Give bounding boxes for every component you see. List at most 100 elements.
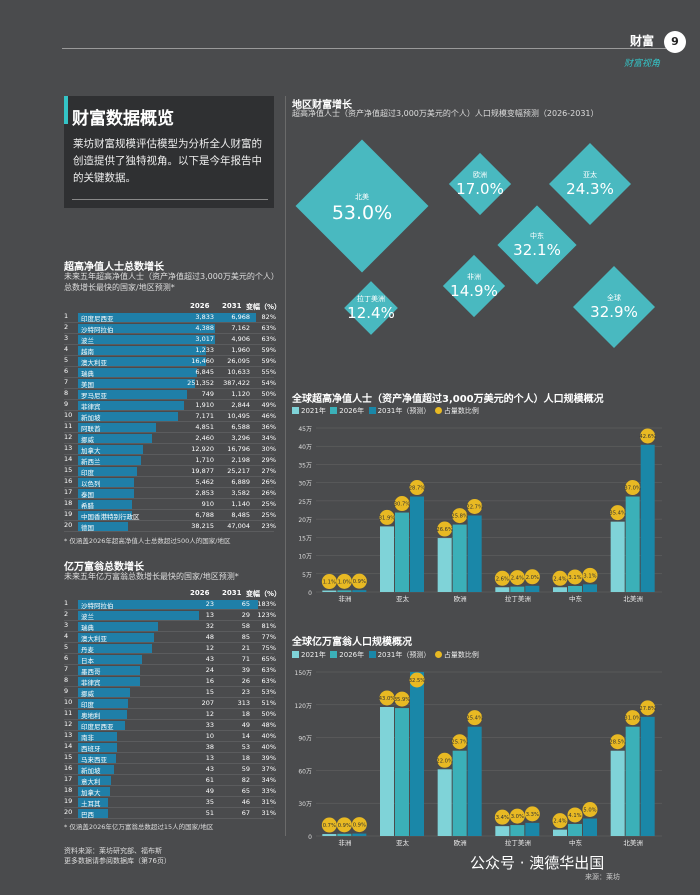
value-2026: 23 (205, 600, 214, 608)
share-label: 3.1% (583, 573, 596, 579)
value-2026: 51 (205, 809, 214, 817)
rank: 5 (64, 643, 69, 651)
table-row: 2 沙特阿拉伯 4,388 7,162 63% (64, 323, 276, 334)
bar-2021年 (380, 526, 394, 592)
rank: 2 (64, 610, 69, 618)
table-row: 5 澳大利亚 16,460 26,095 59% (64, 356, 276, 367)
table-row: 13 南非 10 14 40% (64, 731, 276, 742)
row-divider (64, 730, 274, 731)
billion-chart-title: 全球亿万富翁人口规模概况 (292, 637, 412, 648)
table-row: 1 印度尼西亚 3,833 6,968 82% (64, 312, 276, 323)
y-tick-label: 30万 (298, 481, 312, 488)
share-label: 2.4% (511, 576, 524, 582)
value-2031: 18 (241, 710, 250, 718)
row-divider (64, 366, 274, 367)
share-dot (452, 508, 468, 524)
table-row: 15 印度 19,877 25,217 27% (64, 466, 276, 477)
country-name: 中国香港特别行政区 (81, 513, 140, 521)
share-label: 25.7% (451, 740, 468, 746)
row-divider (64, 421, 274, 422)
share-label: 1.1% (323, 580, 336, 586)
billion-col-2031: 2031 (222, 589, 242, 597)
change-bar (78, 710, 127, 719)
share-label: 31.9% (379, 515, 396, 521)
table-row: 11 阿联酋 4,851 6,588 36% (64, 422, 276, 433)
table-row: 14 新西兰 1,710 2,198 29% (64, 455, 276, 466)
bar-2021年 (553, 829, 567, 836)
legend-swatch-2031 (368, 651, 376, 658)
uhnwi-col-2031: 2031 (222, 302, 242, 310)
table-row: 17 意大利 61 82 34% (64, 775, 276, 786)
rank: 17 (64, 775, 73, 783)
value-2026: 6,845 (195, 368, 214, 376)
change-pct: 75% (261, 644, 276, 652)
country-name: 印度尼西亚 (81, 315, 114, 323)
rank: 8 (64, 676, 69, 684)
table-row: 12 挪威 2,460 3,296 34% (64, 433, 276, 444)
change-pct: 49% (261, 401, 276, 409)
share-dot (321, 574, 337, 590)
country-name: 印度 (81, 469, 94, 477)
change-pct: 51% (261, 699, 276, 707)
y-tick-label: 90万 (298, 736, 312, 743)
country-name: 罗马尼亚 (81, 392, 107, 400)
value-2031: 2,844 (231, 401, 250, 409)
share-label: 3.4% (496, 815, 509, 821)
change-pct: 23% (261, 522, 276, 530)
change-pct: 36% (261, 423, 276, 431)
value-2026: 7,171 (195, 412, 214, 420)
share-label: 3.3% (526, 812, 539, 818)
rank: 2 (64, 323, 69, 331)
rank: 4 (64, 345, 69, 353)
country-name: 新加坡 (81, 414, 101, 422)
share-dot (524, 806, 540, 822)
change-pct: 63% (261, 677, 276, 685)
country-name: 波兰 (81, 613, 94, 621)
change-pct: 183% (257, 600, 276, 608)
legend-label-share: 占量数比例 (443, 407, 479, 415)
region-label: 中东 32.1% (497, 231, 577, 259)
country-name: 德国 (81, 524, 94, 532)
share-label: 26.6% (436, 527, 453, 533)
value-2031: 46 (241, 798, 250, 806)
rank: 20 (64, 521, 73, 529)
y-tick-label: 40万 (298, 444, 312, 451)
row-divider (64, 796, 274, 797)
value-2026: 15 (205, 688, 214, 696)
country-name: 挪威 (81, 690, 94, 698)
table-row: 8 罗马尼亚 749 1,120 50% (64, 389, 276, 400)
row-divider (64, 355, 274, 356)
rank: 4 (64, 632, 69, 640)
section-title: 财富 (629, 34, 654, 48)
value-2026: 3,833 (195, 313, 214, 321)
share-label: 30.7% (394, 502, 411, 508)
rank: 12 (64, 433, 73, 441)
country-name: 奥地利 (81, 712, 101, 720)
share-dot (467, 498, 483, 514)
row-divider (64, 531, 274, 532)
share-dot (467, 710, 483, 726)
rank: 9 (64, 687, 69, 695)
row-divider (64, 807, 274, 808)
y-tick-label: 35万 (298, 462, 312, 469)
category-label: 非洲 (338, 838, 351, 847)
table-row: 3 瑞典 32 58 81% (64, 621, 276, 632)
diamond-chart-title: 地区财富增长 (292, 100, 352, 111)
change-pct: 46% (261, 412, 276, 420)
country-name: 巴西 (81, 811, 94, 819)
bar-2021年 (380, 706, 394, 836)
legend-label-2031: 2031年（预测） (377, 651, 431, 659)
rank: 15 (64, 753, 73, 761)
y-tick-label: 15万 (298, 535, 312, 542)
intro-text: 莱坊财富规模评估模型为分析全人财富的创造提供了独特视角。以下是今年报告中的关键数… (73, 138, 262, 184)
value-2026: 61 (205, 776, 214, 784)
country-name: 西班牙 (81, 745, 101, 753)
footer-source: 资料来源：莱坊研究部、福布斯 (64, 847, 162, 855)
diamond-chart-subtitle: 超高净值人士（资产净值超过3,000万美元的个人）人口规模变幅预测（2026-2… (292, 109, 599, 118)
share-dot (394, 691, 410, 707)
y-tick-label: 120万 (295, 703, 312, 710)
share-dot (582, 567, 598, 583)
y-tick-label: 45万 (298, 426, 312, 433)
region-label: 北美 53.0% (322, 192, 402, 224)
value-2026: 910 (201, 500, 214, 508)
